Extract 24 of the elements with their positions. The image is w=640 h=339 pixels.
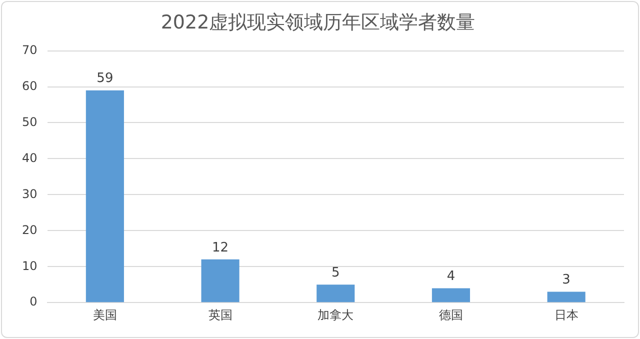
y-tick-label: 10 [22, 258, 38, 273]
data-label: 5 [331, 265, 340, 280]
x-tick-label: 英国 [208, 308, 232, 322]
y-tick-label: 30 [22, 186, 38, 201]
x-tick-label: 加拿大 [318, 308, 354, 322]
data-label: 4 [446, 269, 456, 284]
x-tick-label: 美国 [92, 308, 117, 322]
data-label: 12 [212, 240, 229, 256]
bar [547, 292, 586, 302]
data-label: 3 [562, 272, 570, 288]
x-tick-label: 德国 [438, 308, 463, 322]
bar [201, 259, 240, 302]
x-tick-label: 日本 [554, 308, 578, 322]
y-tick-label: 70 [22, 42, 38, 57]
bar [316, 284, 355, 302]
data-label: 59 [96, 71, 114, 86]
y-tick-label: 50 [22, 114, 38, 129]
y-tick-label: 20 [22, 222, 38, 237]
y-tick-label: 60 [22, 78, 38, 93]
chart-title: 2022虚拟现实领域历年区域学者数量 [160, 11, 476, 34]
y-tick-label: 40 [22, 150, 38, 165]
y-tick-label: 0 [30, 294, 38, 309]
bar [432, 288, 470, 302]
bar [86, 90, 124, 302]
